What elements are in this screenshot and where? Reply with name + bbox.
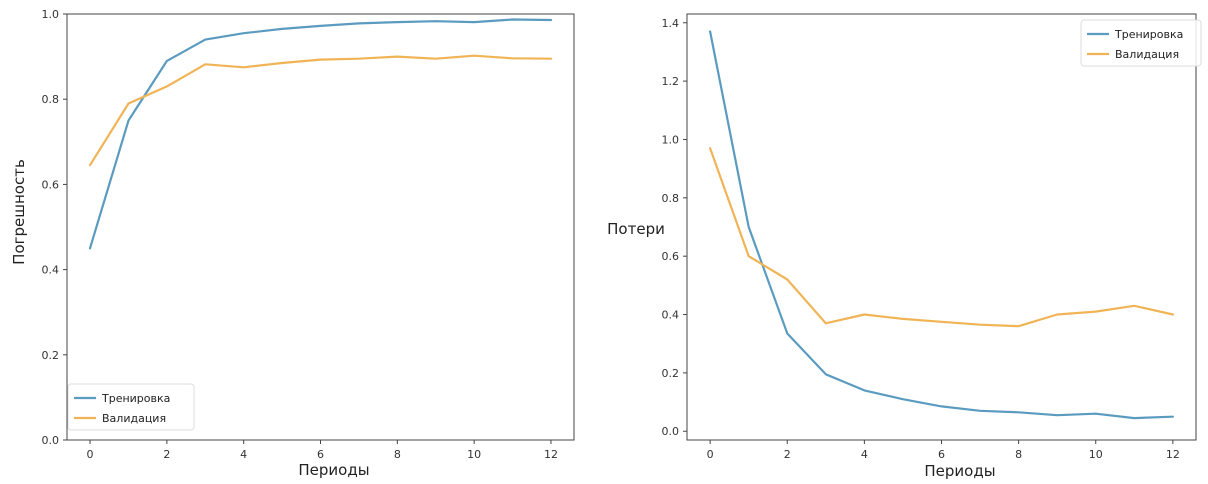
x-tick-label: 4 xyxy=(861,448,868,461)
y-axis-title: Погрешность xyxy=(10,159,28,265)
legend-box xyxy=(1080,19,1202,67)
legend-label-1: Тренировка xyxy=(1114,28,1183,41)
legend: Тренировка Валидация xyxy=(1080,19,1202,67)
y-tick-label: 1.4 xyxy=(662,17,680,30)
x-axis-title: Периоды xyxy=(924,462,995,480)
x-tick-label: 6 xyxy=(317,448,324,461)
y-tick-label: 0.0 xyxy=(662,425,680,438)
series-line-2 xyxy=(88,54,553,167)
y-tick-label: 0.6 xyxy=(662,250,680,263)
y-tick-label: 1.0 xyxy=(42,8,60,21)
x-tick-label: 12 xyxy=(1166,448,1180,461)
y-tick-label: 1.0 xyxy=(662,133,680,146)
x-tick-label: 2 xyxy=(784,448,791,461)
chart-2: 0.0 0.2 0.4 0.6 0.8 1.0 1.2 1.4 0 2 4 6 8 10 12 Периоды… xyxy=(607,13,1202,480)
y-tick-label: 0.4 xyxy=(662,309,680,322)
x-tick-label: 10 xyxy=(1089,448,1103,461)
y-tick-label: 0.8 xyxy=(42,93,60,106)
plot-frame xyxy=(66,13,575,441)
y-axis-title: Потери xyxy=(607,220,665,238)
y-tick-label: 0.6 xyxy=(42,178,60,191)
series-line-1 xyxy=(88,18,553,250)
x-tick-label: 2 xyxy=(163,448,170,461)
legend-label-2: Валидация xyxy=(1115,48,1179,61)
plot-frame xyxy=(686,13,1197,441)
legend-label-2: Валидация xyxy=(102,412,166,425)
x-tick-label: 0 xyxy=(87,448,94,461)
y-tick-label: 0.0 xyxy=(42,434,60,447)
y-tick-label: 0.8 xyxy=(662,192,680,205)
legend: Тренировка Валидация xyxy=(67,383,195,431)
x-tick-label: 0 xyxy=(707,448,714,461)
series-line-2 xyxy=(708,147,1175,328)
y-tick-label: 0.2 xyxy=(662,367,680,380)
x-axis-title: Периоды xyxy=(298,461,369,479)
legend-box xyxy=(67,383,195,431)
x-tick-label: 12 xyxy=(544,448,558,461)
x-tick-label: 8 xyxy=(1015,448,1022,461)
y-tick-label: 1.2 xyxy=(662,75,680,88)
x-tick-label: 10 xyxy=(467,448,481,461)
legend-label-1: Тренировка xyxy=(101,392,170,405)
x-tick-label: 4 xyxy=(240,448,247,461)
y-tick-label: 0.2 xyxy=(42,349,60,362)
y-tick-label: 0.4 xyxy=(42,264,60,277)
x-tick-label: 8 xyxy=(394,448,401,461)
chart-1: 0.0 0.2 0.4 0.6 0.8 1.0 0 2 4 6 8 10 12 Периоды Погреш… xyxy=(10,8,575,479)
x-tick-label: 6 xyxy=(938,448,945,461)
series-line-1 xyxy=(708,30,1175,420)
